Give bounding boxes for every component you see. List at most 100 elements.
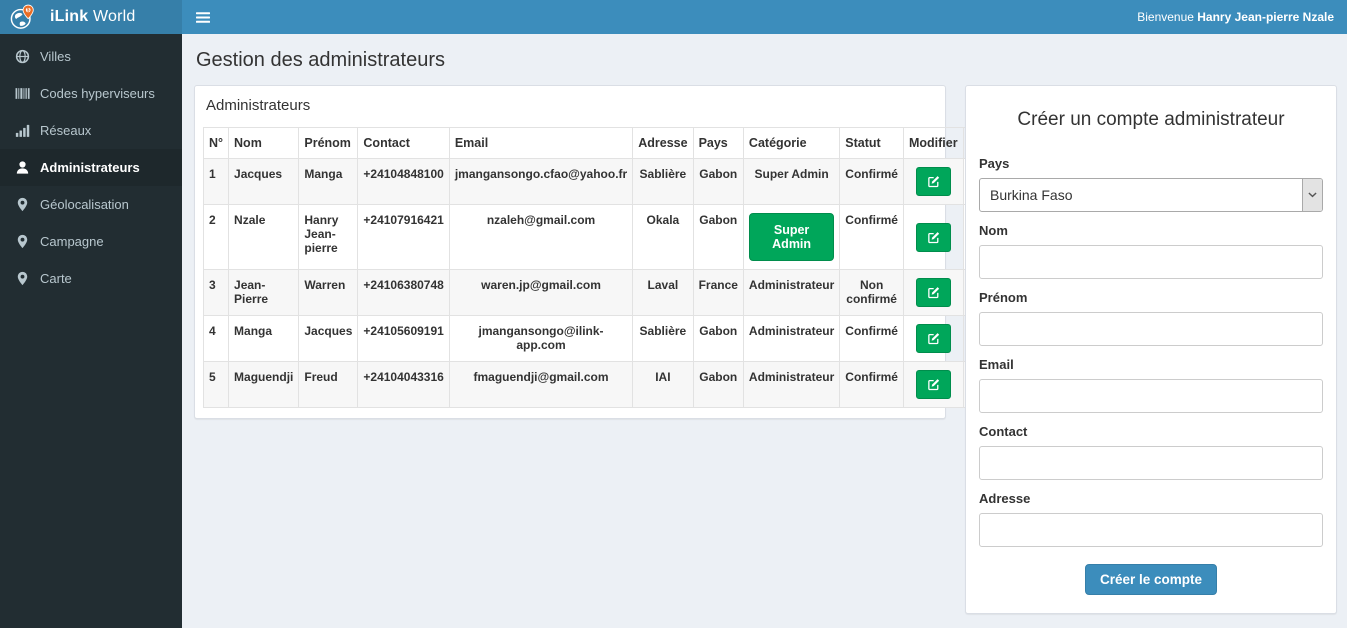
- email-field[interactable]: [979, 379, 1323, 413]
- pays-selected-value: Burkina Faso: [990, 187, 1073, 203]
- cell-pays: Gabon: [692, 204, 744, 270]
- email-form-group: Email: [979, 357, 1323, 413]
- cell-modifier: [902, 158, 964, 205]
- map-marker-icon: [15, 271, 30, 286]
- prenom-label: Prénom: [979, 290, 1028, 305]
- cell-statut: Non confirmé: [839, 269, 904, 316]
- content-area: Gestion des administrateurs Administrate…: [182, 34, 1347, 628]
- sidebar-item-carte[interactable]: Carte: [0, 260, 182, 297]
- contact-field[interactable]: [979, 446, 1323, 480]
- page-title: Gestion des administrateurs: [196, 49, 446, 71]
- cell-categorie: Super Admin: [742, 204, 841, 270]
- cell-nom: Nzale: [228, 204, 300, 270]
- brand-logo[interactable]: $ iLink World: [0, 0, 182, 34]
- edit-button[interactable]: [915, 167, 951, 196]
- cell-num: 5: [202, 361, 230, 408]
- adresse-form-group: Adresse: [979, 491, 1323, 547]
- col-header-statut: Statut: [839, 127, 904, 159]
- cell-nom: Jean-Pierre: [228, 269, 300, 316]
- pays-select[interactable]: Burkina Faso: [979, 178, 1323, 212]
- table-row: 4 Manga Jacques +24105609191 jmangansong…: [202, 315, 1038, 362]
- sidebar-item-geolocalisation[interactable]: Géolocalisation: [0, 186, 182, 223]
- cell-adresse: Okala: [632, 204, 694, 270]
- edit-icon: [927, 231, 940, 244]
- sidebar-item-label: Carte: [40, 271, 72, 286]
- map-marker-icon: [15, 234, 30, 249]
- sidebar-item-label: Administrateurs: [40, 160, 140, 175]
- cell-contact: +24104043316: [357, 361, 450, 408]
- sidebar-item-label: Campagne: [40, 234, 104, 249]
- nom-field[interactable]: [979, 245, 1323, 279]
- cell-email: nzaleh@gmail.com: [448, 204, 634, 270]
- sidebar-item-reseaux[interactable]: Réseaux: [0, 112, 182, 149]
- welcome-text: Bienvenue Hanry Jean-pierre Nzale: [1137, 10, 1334, 24]
- sidebar-item-codes-hyperviseurs[interactable]: Codes hyperviseurs: [0, 75, 182, 112]
- map-marker-icon: [15, 197, 30, 212]
- edit-button[interactable]: [915, 222, 951, 252]
- cell-modifier: [902, 204, 964, 270]
- administrators-table: N° Nom Prénom Contact Email Adresse Pays…: [202, 127, 1038, 408]
- sidebar-item-villes[interactable]: Villes: [0, 38, 182, 75]
- cell-categorie: Administrateur: [742, 361, 841, 408]
- cell-prenom: Jacques: [298, 315, 359, 362]
- cell-prenom: Hanry Jean-pierre: [298, 204, 359, 270]
- super-admin-badge-button[interactable]: Super Admin: [748, 213, 835, 261]
- contact-label: Contact: [979, 424, 1028, 439]
- cell-categorie: Administrateur: [742, 315, 841, 362]
- table-row: 2 Nzale Hanry Jean-pierre +24107916421 n…: [202, 204, 1038, 270]
- cell-prenom: Warren: [298, 269, 359, 316]
- cell-adresse: Sablière: [632, 315, 694, 362]
- globe-pin-logo-icon: $: [9, 4, 36, 31]
- email-label: Email: [979, 357, 1014, 372]
- edit-icon: [927, 286, 940, 299]
- cell-pays: France: [692, 269, 744, 316]
- cell-statut: Confirmé: [839, 204, 904, 270]
- edit-icon: [927, 332, 940, 345]
- cell-pays: Gabon: [692, 361, 744, 408]
- panel-title: Administrateurs: [206, 97, 311, 114]
- cell-pays: Gabon: [692, 315, 744, 362]
- edit-button[interactable]: [915, 370, 951, 399]
- user-icon: [15, 160, 30, 175]
- col-header-pays: Pays: [692, 127, 744, 159]
- cell-nom: Jacques: [228, 158, 300, 205]
- col-header-nom: Nom: [228, 127, 300, 159]
- table-header-row: N° Nom Prénom Contact Email Adresse Pays…: [202, 127, 1038, 159]
- col-header-categorie: Catégorie: [742, 127, 841, 159]
- cell-email: waren.jp@gmail.com: [448, 269, 634, 316]
- svg-text:$: $: [27, 7, 30, 13]
- cell-contact: +24106380748: [357, 269, 450, 316]
- cell-statut: Confirmé: [839, 361, 904, 408]
- prenom-field[interactable]: [979, 312, 1323, 346]
- pays-form-group: Pays Burkina Faso: [979, 156, 1323, 212]
- edit-icon: [927, 175, 940, 188]
- cell-categorie: Administrateur: [742, 269, 841, 316]
- sidebar-item-administrateurs[interactable]: Administrateurs: [0, 149, 182, 186]
- cell-modifier: [902, 361, 964, 408]
- pays-label: Pays: [979, 156, 1010, 171]
- cell-contact: +24105609191: [357, 315, 450, 362]
- edit-button[interactable]: [915, 324, 951, 353]
- brand-title: iLink World: [50, 8, 136, 25]
- cell-pays: Gabon: [692, 158, 744, 205]
- signal-bars-icon: [15, 123, 30, 138]
- cell-contact: +24107916421: [357, 204, 450, 270]
- cell-email: jmangansongo.cfao@yahoo.fr: [448, 158, 634, 205]
- edit-button[interactable]: [915, 278, 951, 307]
- cell-adresse: Sablière: [632, 158, 694, 205]
- col-header-adresse: Adresse: [632, 127, 694, 159]
- col-header-modifier: Modifier: [902, 127, 964, 159]
- col-header-contact: Contact: [357, 127, 450, 159]
- sidebar: Villes Codes hyperviseurs Réseaux Admini…: [0, 34, 182, 628]
- sidebar-toggle-button[interactable]: [182, 0, 224, 34]
- create-account-button[interactable]: Créer le compte: [1084, 564, 1218, 595]
- sidebar-item-campagne[interactable]: Campagne: [0, 223, 182, 260]
- sidebar-item-label: Réseaux: [40, 123, 92, 138]
- cell-modifier: [902, 315, 964, 362]
- adresse-field[interactable]: [979, 513, 1323, 547]
- cell-prenom: Manga: [298, 158, 359, 205]
- nom-label: Nom: [979, 223, 1008, 238]
- col-header-prenom: Prénom: [298, 127, 359, 159]
- cell-num: 4: [202, 315, 230, 362]
- cell-statut: Confirmé: [839, 315, 904, 362]
